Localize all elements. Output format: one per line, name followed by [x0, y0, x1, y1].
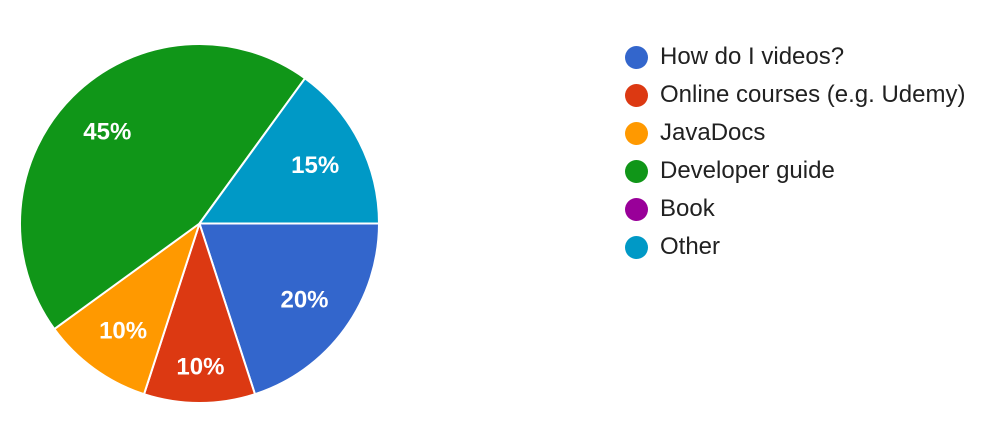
svg-text:45%: 45% [83, 118, 131, 145]
svg-text:10%: 10% [99, 318, 147, 345]
svg-text:20%: 20% [280, 286, 328, 313]
svg-text:10%: 10% [176, 354, 224, 381]
svg-text:15%: 15% [291, 152, 339, 179]
